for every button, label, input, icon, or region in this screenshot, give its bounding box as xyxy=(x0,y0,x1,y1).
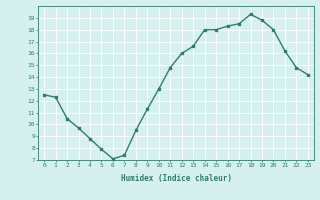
X-axis label: Humidex (Indice chaleur): Humidex (Indice chaleur) xyxy=(121,174,231,183)
